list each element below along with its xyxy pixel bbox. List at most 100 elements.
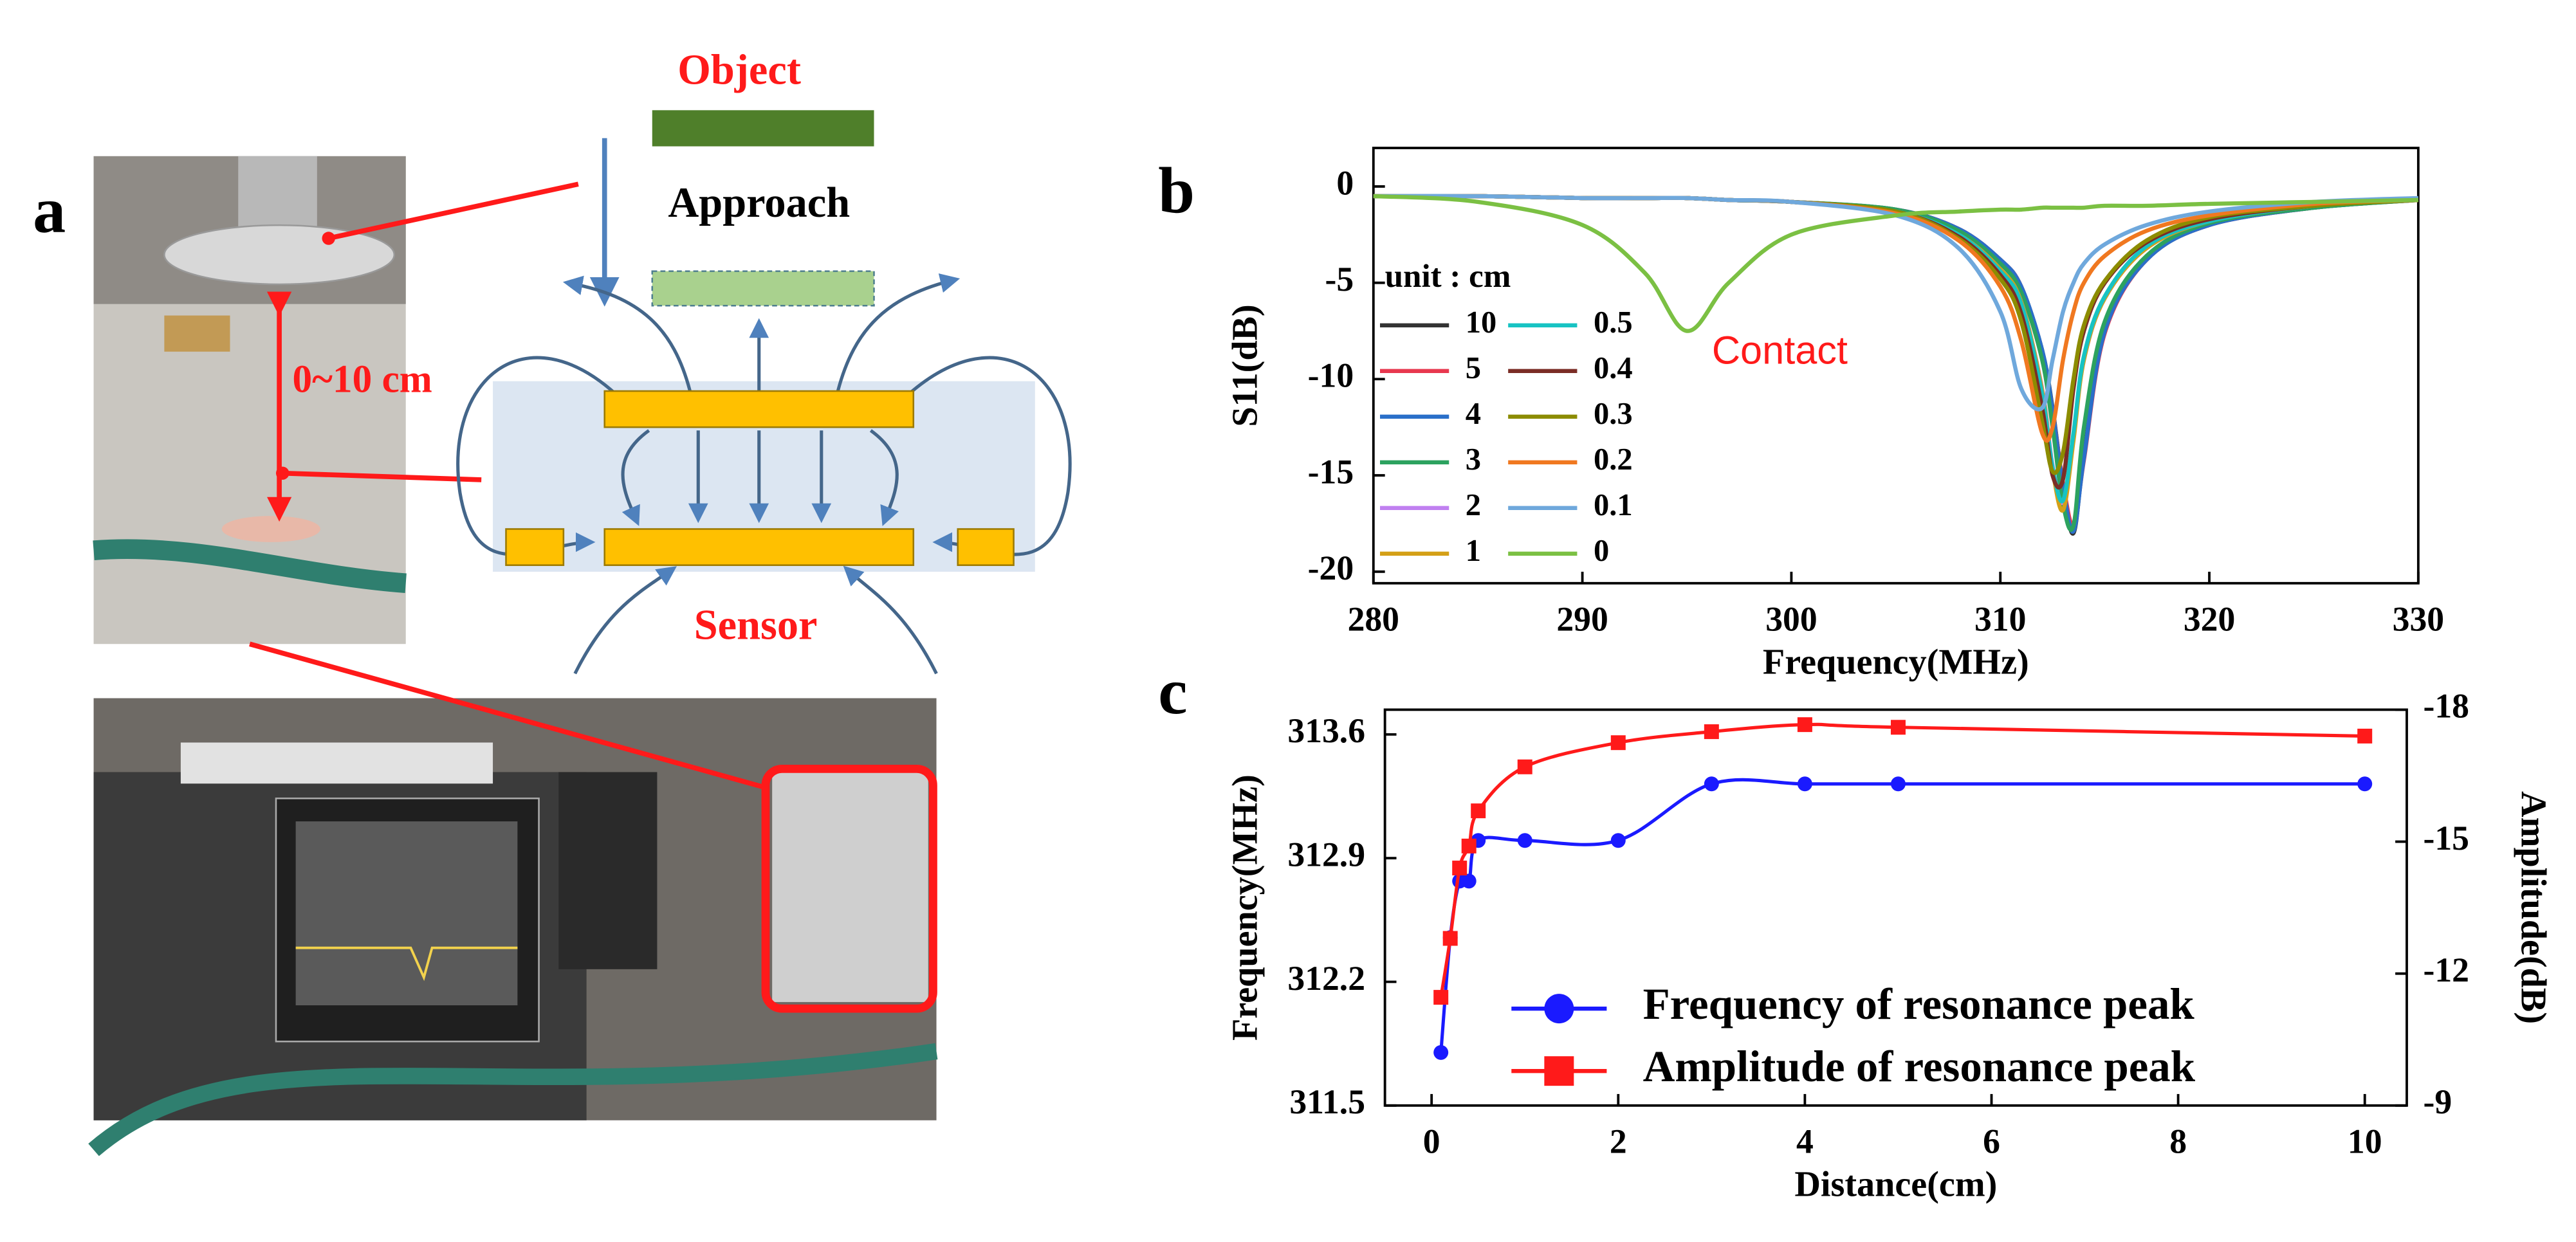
x-tick-label: 8 — [2169, 1122, 2187, 1160]
legend-label: Frequency of resonance peak — [1643, 980, 2195, 1028]
y-tick-label: 311.5 — [1289, 1082, 1365, 1121]
y2-tick-label: -9 — [2424, 1082, 2452, 1121]
legend-marker — [1544, 994, 1574, 1024]
legend-label: 0 — [1594, 534, 1609, 568]
x-tick-label: 2 — [1610, 1122, 1627, 1160]
legend-label: 3 — [1466, 443, 1481, 477]
x-tick-label: 280 — [1348, 599, 1399, 638]
panel-label: a — [33, 174, 66, 247]
sensor-label: Sensor — [694, 602, 818, 649]
photo-bottom — [88, 698, 938, 1156]
y2-tick-label: -18 — [2424, 687, 2469, 726]
object-ghost — [651, 270, 875, 307]
legend-label: 10 — [1466, 306, 1496, 340]
connector-dot — [322, 232, 335, 245]
distance-label: 0~10 cm — [293, 357, 432, 401]
series-line — [1373, 194, 2418, 443]
connector-line — [282, 470, 482, 482]
marker — [1704, 776, 1719, 792]
electrode-side — [957, 528, 1015, 566]
y-tick-label: 312.2 — [1287, 959, 1365, 998]
legend-label: 0.4 — [1594, 351, 1633, 385]
legend-label: 2 — [1466, 488, 1481, 522]
marker — [1517, 759, 1532, 774]
y2-tick-label: -15 — [2424, 819, 2469, 857]
x-tick-label: 6 — [1983, 1122, 2000, 1160]
photo-cable — [93, 539, 407, 594]
x-axis-label: Distance(cm) — [1794, 1164, 1997, 1204]
legend-label: 0.2 — [1594, 443, 1633, 477]
y-tick-label: 312.9 — [1287, 835, 1365, 873]
marker — [1890, 776, 1906, 792]
field-line — [836, 273, 961, 392]
approach-label: Approach — [668, 179, 850, 226]
legend-marker — [1544, 1056, 1574, 1086]
series-line — [1373, 194, 2419, 475]
marker — [1890, 720, 1906, 735]
marker — [1797, 776, 1812, 792]
marker — [1797, 717, 1812, 733]
photo-keys — [558, 772, 658, 969]
marker — [2357, 728, 2373, 744]
field-line — [869, 429, 899, 526]
y-tick-label: 313.6 — [1287, 711, 1365, 750]
y-tick-label: -5 — [1325, 260, 1354, 298]
y2-tick-label: -12 — [2424, 951, 2469, 989]
photo-plate — [163, 224, 396, 286]
plot-frame — [1372, 147, 2420, 585]
legend-label: 0.1 — [1594, 488, 1633, 522]
x-tick-label: 300 — [1765, 599, 1817, 638]
legend-label: 5 — [1466, 351, 1481, 385]
legend-label: 4 — [1466, 397, 1481, 431]
marker — [1461, 873, 1477, 889]
series-line — [1373, 194, 2419, 490]
x-tick-label: 330 — [2393, 599, 2444, 638]
marker — [1433, 1045, 1449, 1060]
plot-frame — [1383, 708, 2408, 1107]
series-line — [1439, 722, 2365, 998]
series-line — [1373, 194, 2418, 412]
field-line — [621, 429, 650, 526]
series-line — [1373, 194, 2419, 528]
series-line — [1373, 194, 2418, 333]
marker — [1704, 724, 1719, 740]
series-line — [1373, 194, 2419, 504]
y-axis-label: S11(dB) — [1226, 304, 1265, 426]
x-tick-label: 4 — [1796, 1122, 1814, 1160]
series-line — [1373, 194, 2419, 506]
annotation: Contact — [1712, 328, 1848, 372]
field-line — [843, 565, 938, 675]
legend-label: 0.3 — [1594, 397, 1633, 431]
x-tick-label: 320 — [2184, 599, 2235, 638]
legend-label: Amplitude of resonance peak — [1643, 1042, 2196, 1091]
connector-line — [327, 181, 579, 241]
field-line — [562, 275, 692, 392]
electrode-side — [505, 528, 565, 566]
x-tick-label: 10 — [2348, 1122, 2382, 1160]
series-line — [1373, 194, 2419, 534]
x-tick-label: 290 — [1556, 599, 1608, 638]
legend-title: unit : cm — [1385, 258, 1511, 295]
y-axis-label: Frequency(MHz) — [1226, 774, 1265, 1041]
photo-display — [295, 821, 518, 1006]
object-label: Object — [677, 46, 801, 93]
highlight-box — [761, 764, 937, 1013]
y-tick-label: 0 — [1336, 163, 1354, 202]
y-tick-label: -15 — [1308, 452, 1354, 491]
y-tick-label: -10 — [1308, 356, 1354, 395]
photo-sensor — [221, 516, 320, 542]
electrode-top — [603, 390, 915, 428]
marker — [2357, 776, 2373, 792]
legend-label: 0.5 — [1594, 306, 1633, 340]
y-tick-label: -20 — [1308, 549, 1354, 587]
marker — [1442, 931, 1458, 946]
connector-line — [249, 641, 770, 791]
electrode-bottom — [603, 528, 915, 566]
object-bar — [652, 110, 874, 147]
y2-axis-label: Amplitude(dB) — [2514, 791, 2553, 1024]
photo-box — [180, 742, 493, 784]
x-tick-label: 0 — [1423, 1122, 1440, 1160]
marker — [1610, 833, 1626, 848]
